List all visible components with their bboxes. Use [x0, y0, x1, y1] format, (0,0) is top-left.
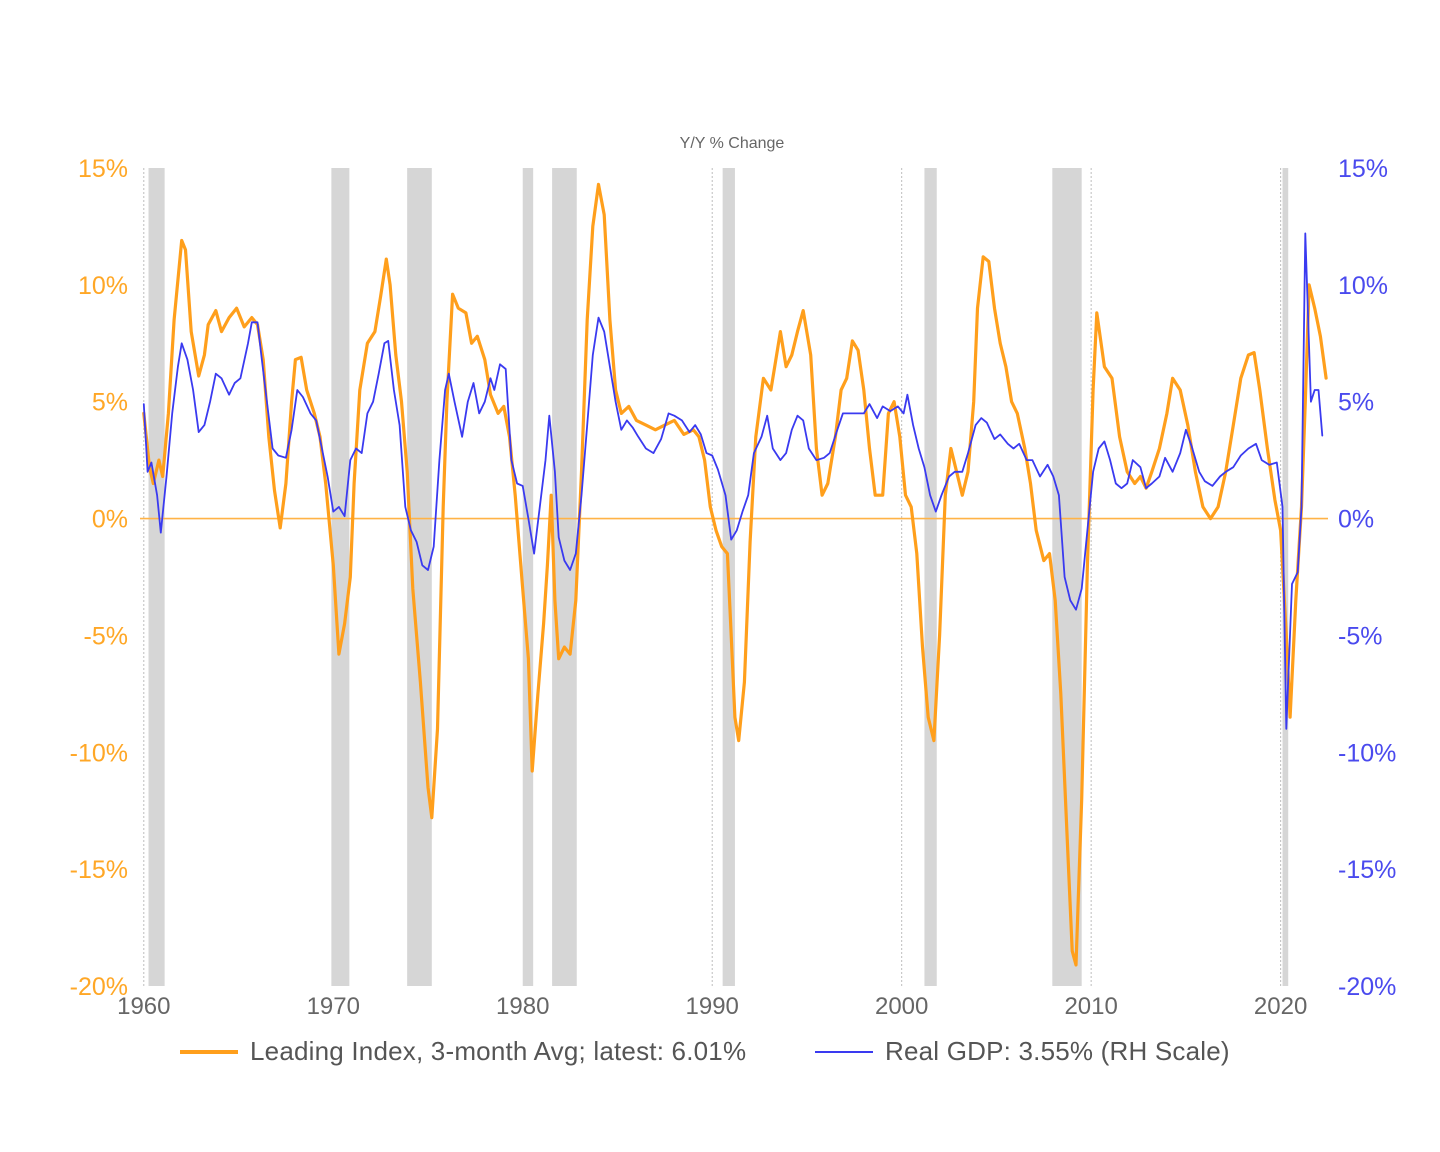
recession-band [331, 168, 350, 986]
x-tick-label: 2010 [1064, 993, 1117, 1020]
left-y-tick-label: -20% [70, 973, 128, 1001]
right-y-tick-label: -5% [1338, 622, 1382, 650]
left-y-tick-label: 10% [78, 272, 128, 300]
right-y-tick-label: 15% [1338, 155, 1388, 183]
right-y-tick-label: -20% [1338, 973, 1396, 1001]
legend-swatch-leading-index [180, 1049, 238, 1054]
right-y-axis: 15% 10% 5% 0% -5% -10% -15% -20% [1338, 155, 1396, 1001]
legend-swatch-real-gdp [815, 1050, 873, 1053]
series-line-leading-index [142, 182, 1328, 967]
recession-band [924, 168, 937, 986]
left-y-tick-label: -10% [70, 739, 128, 767]
legend-item-real-gdp: Real GDP: 3.55% (RH Scale) [815, 1036, 1230, 1067]
recession-band [552, 168, 577, 986]
x-tick-label: 1970 [307, 993, 360, 1020]
series-line-real-gdp [142, 232, 1324, 730]
left-y-tick-label: 5% [92, 389, 128, 417]
right-y-tick-label: -15% [1338, 856, 1396, 884]
right-y-tick-label: 0% [1338, 506, 1374, 534]
x-tick-label: 1980 [496, 993, 549, 1020]
left-y-tick-label: -15% [70, 856, 128, 884]
x-axis: 1960 1970 1980 1990 2000 2010 2020 [117, 993, 1307, 1020]
x-tick-label: 1960 [117, 993, 170, 1020]
right-y-tick-label: 5% [1338, 389, 1374, 417]
right-y-tick-label: 10% [1338, 272, 1388, 300]
right-y-tick-label: -10% [1338, 739, 1396, 767]
left-y-tick-label: 15% [78, 155, 128, 183]
recession-band [148, 168, 165, 986]
legend-label-real-gdp: Real GDP: 3.55% (RH Scale) [885, 1036, 1230, 1066]
legend: Leading Index, 3-month Avg; latest: 6.01… [0, 1036, 1440, 1076]
legend-item-leading-index: Leading Index, 3-month Avg; latest: 6.01… [180, 1036, 746, 1067]
left-y-tick-label: -5% [84, 622, 128, 650]
series-layer [142, 182, 1328, 967]
chart-title: Y/Y % Change [680, 135, 785, 152]
left-y-tick-label: 0% [92, 506, 128, 534]
legend-label-leading-index: Leading Index, 3-month Avg; latest: 6.01… [250, 1036, 747, 1066]
gridlines [143, 168, 1282, 986]
recession-bands [148, 168, 1289, 986]
x-tick-label: 2020 [1254, 993, 1307, 1020]
left-y-axis: 15% 10% 5% 0% -5% -10% -15% -20% [70, 155, 128, 1001]
x-tick-label: 1990 [686, 993, 739, 1020]
recession-band [1282, 168, 1289, 986]
x-tick-label: 2000 [875, 993, 928, 1020]
recession-band [522, 168, 534, 986]
